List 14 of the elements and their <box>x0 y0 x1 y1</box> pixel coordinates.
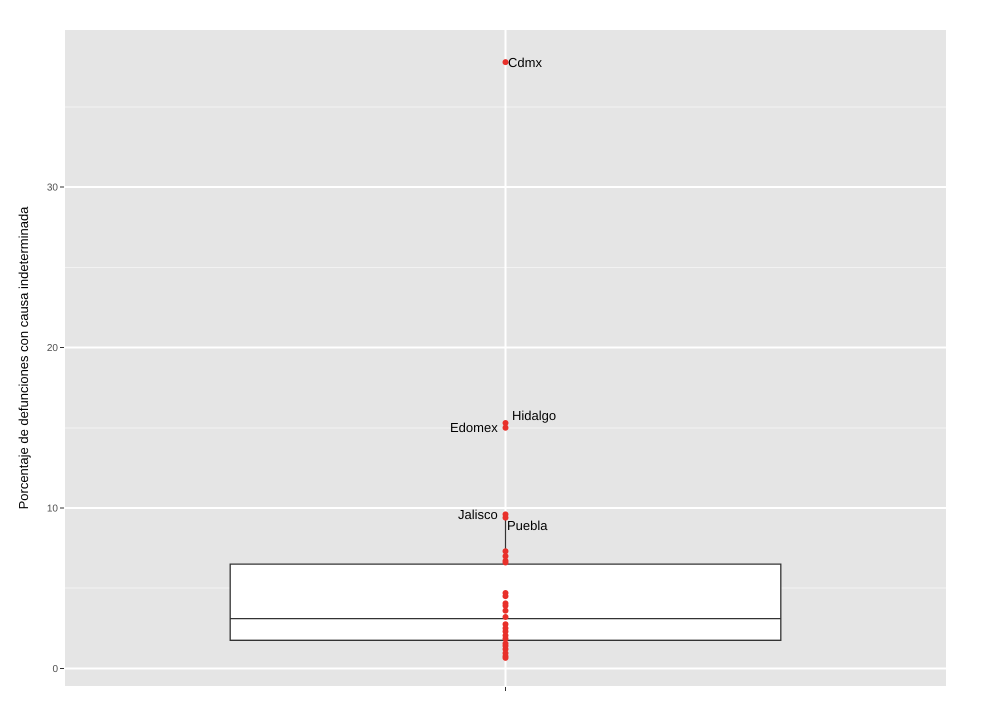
point <box>502 420 508 426</box>
y-tick-label: 30 <box>46 182 58 194</box>
point <box>502 614 508 620</box>
y-tick-label: 0 <box>52 664 58 675</box>
annotation: Jalisco <box>458 507 498 522</box>
point <box>502 59 508 66</box>
annotation: Edomex <box>450 420 498 435</box>
annotation: Hidalgo <box>512 408 556 423</box>
y-tick-label: 20 <box>46 343 58 354</box>
y-tick-label: 10 <box>46 503 58 514</box>
y-axis-title: Porcentaje de defunciones con causa indeterminada <box>16 206 31 510</box>
point <box>502 608 508 614</box>
annotation: Cdmx <box>508 55 542 70</box>
annotation: Puebla <box>507 518 548 533</box>
